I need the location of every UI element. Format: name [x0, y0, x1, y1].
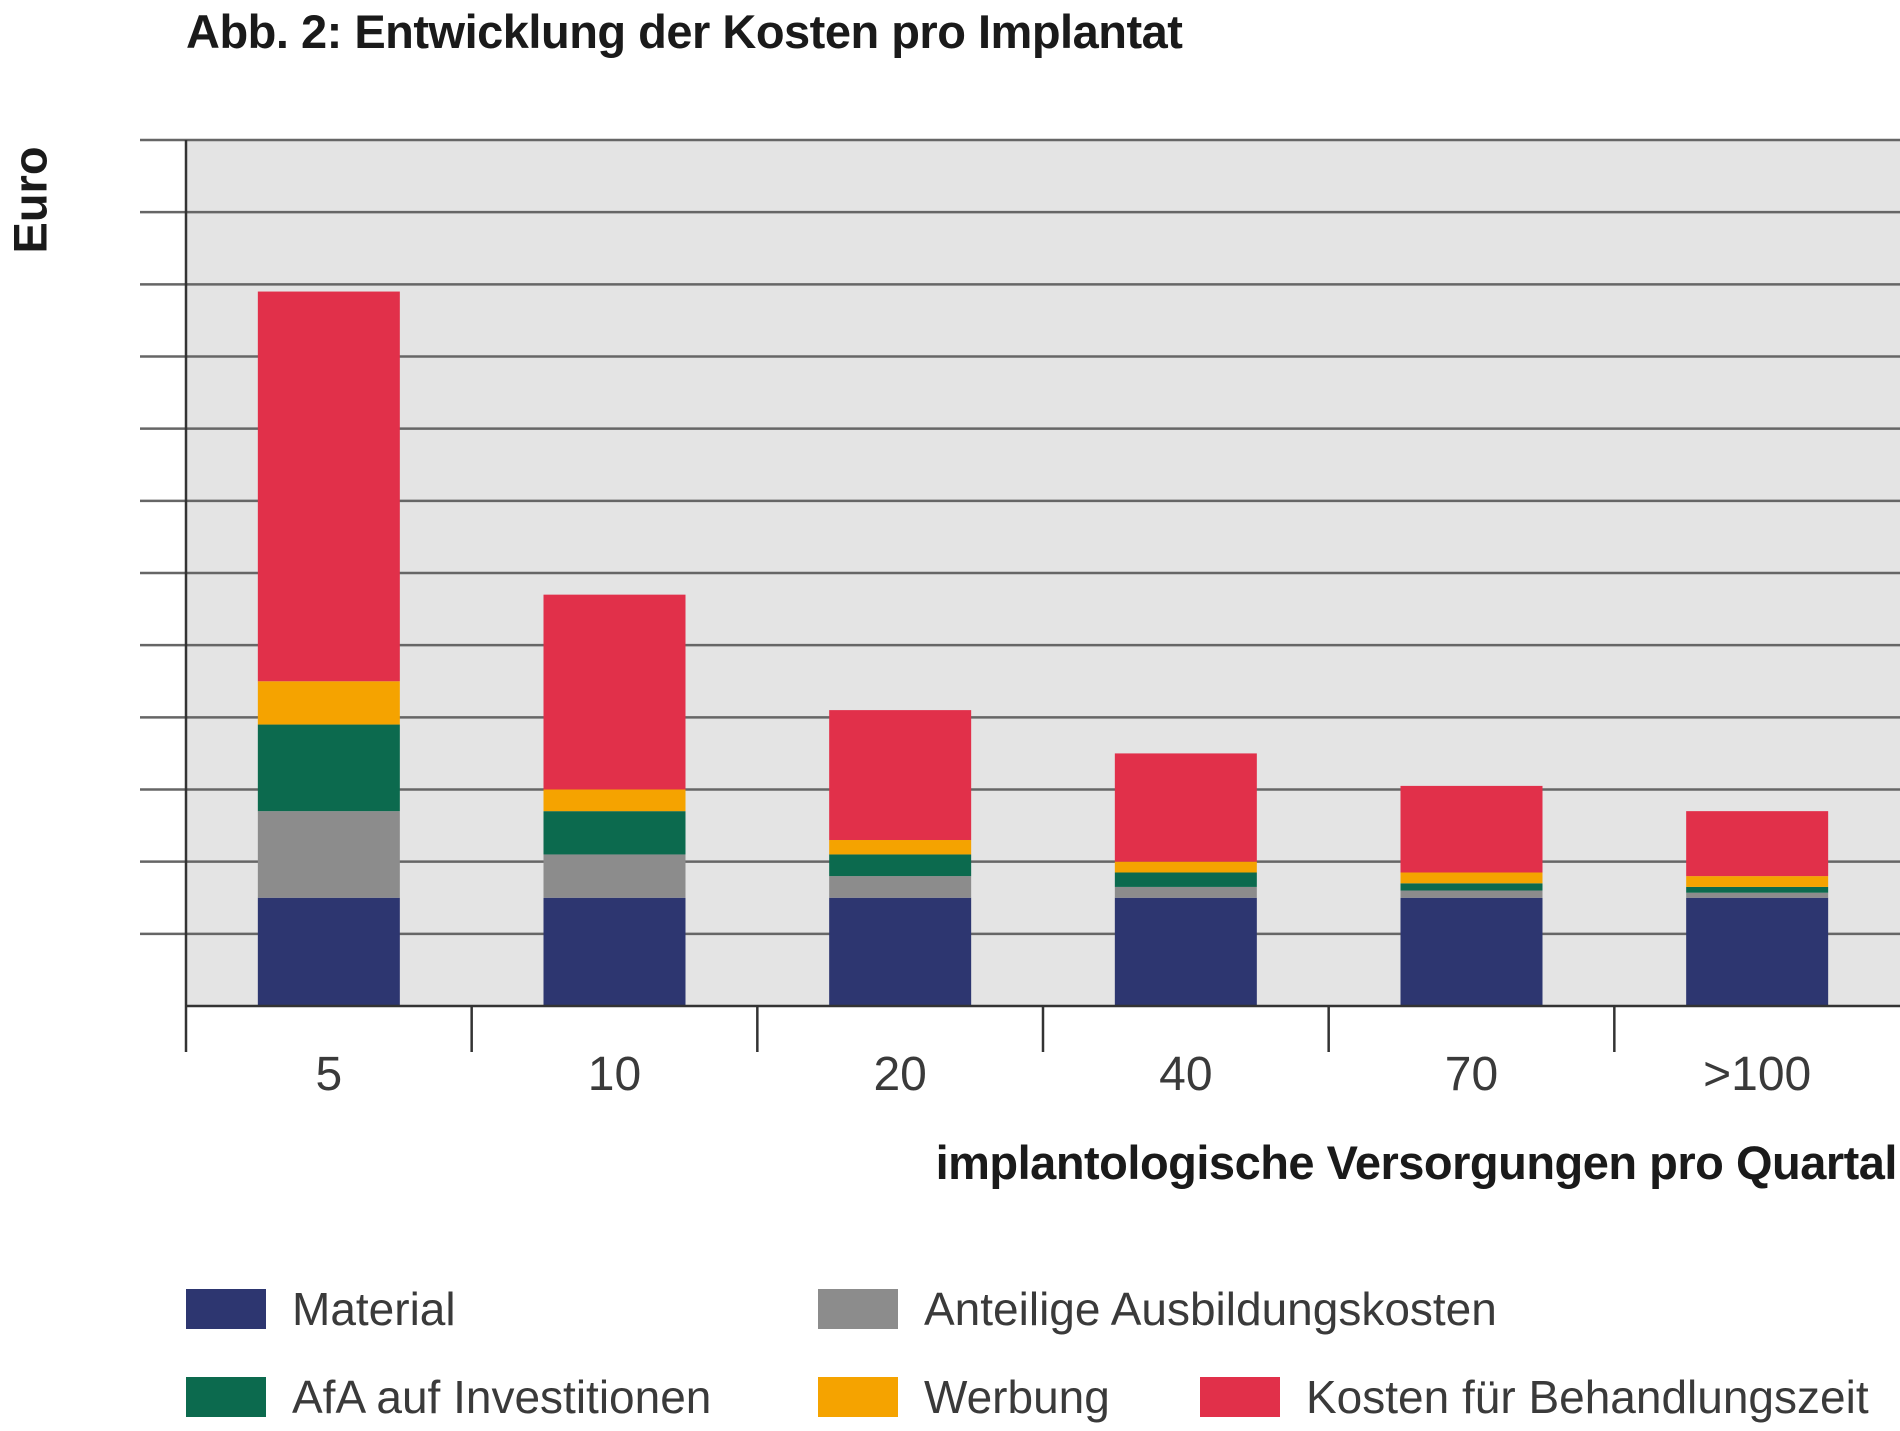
bar-segment — [257, 291, 400, 682]
bar-segment — [1686, 892, 1829, 898]
legend-item-behandlungszeit: Kosten für Behandlungszeit — [1200, 1370, 1869, 1424]
bar-segment — [543, 789, 686, 812]
bar-segment — [829, 710, 972, 841]
legend-label-ausbildungskosten: Anteilige Ausbildungskosten — [924, 1283, 1497, 1335]
legend-item-material: Material — [186, 1282, 456, 1336]
bar-segment — [1400, 883, 1543, 891]
bar-segment — [257, 681, 400, 725]
bar-segment — [829, 876, 972, 898]
grid-layer — [140, 138, 1900, 1006]
legend-swatch-ausbildungskosten — [818, 1289, 898, 1329]
bar-layer — [257, 291, 1829, 1006]
x-tick-label: 5 — [315, 1048, 342, 1101]
legend-item-ausbildungskosten: Anteilige Ausbildungskosten — [818, 1282, 1497, 1336]
bar-segment — [1114, 861, 1257, 873]
axis-layer: 5 10 20 40 70 >100 — [184, 140, 1900, 1101]
x-tick-label: >100 — [1703, 1048, 1811, 1101]
bar-segment — [1114, 897, 1257, 1006]
bar-segment — [257, 724, 400, 812]
bar-segment — [257, 811, 400, 898]
bar-segment — [1400, 785, 1543, 873]
legend-label-behandlungszeit: Kosten für Behandlungszeit — [1306, 1371, 1869, 1423]
bar-segment — [1686, 876, 1829, 887]
bar-segment — [257, 897, 400, 1006]
legend-swatch-behandlungszeit — [1200, 1377, 1280, 1417]
legend-swatch-material — [186, 1289, 266, 1329]
legend: Material Anteilige Ausbildungskosten AfA… — [186, 1282, 1900, 1431]
bar-segment — [1114, 886, 1257, 898]
bar-segment — [829, 840, 972, 855]
legend-item-afa: AfA auf Investitionen — [186, 1370, 711, 1424]
bar-segment — [543, 811, 686, 855]
chart-title: Abb. 2: Entwicklung der Kosten pro Impla… — [186, 5, 1183, 58]
legend-label-afa: AfA auf Investitionen — [292, 1371, 712, 1423]
bar-segment — [1400, 890, 1543, 898]
bar-segment — [1686, 811, 1829, 877]
legend-item-werbung: Werbung — [818, 1370, 1110, 1424]
bar-segment — [1114, 872, 1257, 887]
bar-segment — [543, 897, 686, 1006]
bar-segment — [1686, 897, 1829, 1006]
bar-segment — [1114, 753, 1257, 862]
legend-label-werbung: Werbung — [924, 1371, 1110, 1423]
bar-segment — [1400, 897, 1543, 1006]
legend-label-material: Material — [292, 1283, 456, 1335]
x-axis-label: implantologische Versorgungen pro Quarta… — [935, 1136, 1898, 1189]
bar-segment — [829, 897, 972, 1006]
legend-swatch-werbung — [818, 1377, 898, 1417]
bar-segment — [1400, 872, 1543, 884]
bar-segment — [829, 854, 972, 877]
x-tick-label: 20 — [873, 1048, 926, 1101]
x-tick-label: 70 — [1445, 1048, 1498, 1101]
x-tick-label: 40 — [1159, 1048, 1212, 1101]
x-tick-label: 10 — [588, 1048, 641, 1101]
legend-swatch-afa — [186, 1377, 266, 1417]
bar-segment — [543, 854, 686, 898]
bar-segment — [543, 594, 686, 790]
bar-segment — [1686, 886, 1829, 893]
